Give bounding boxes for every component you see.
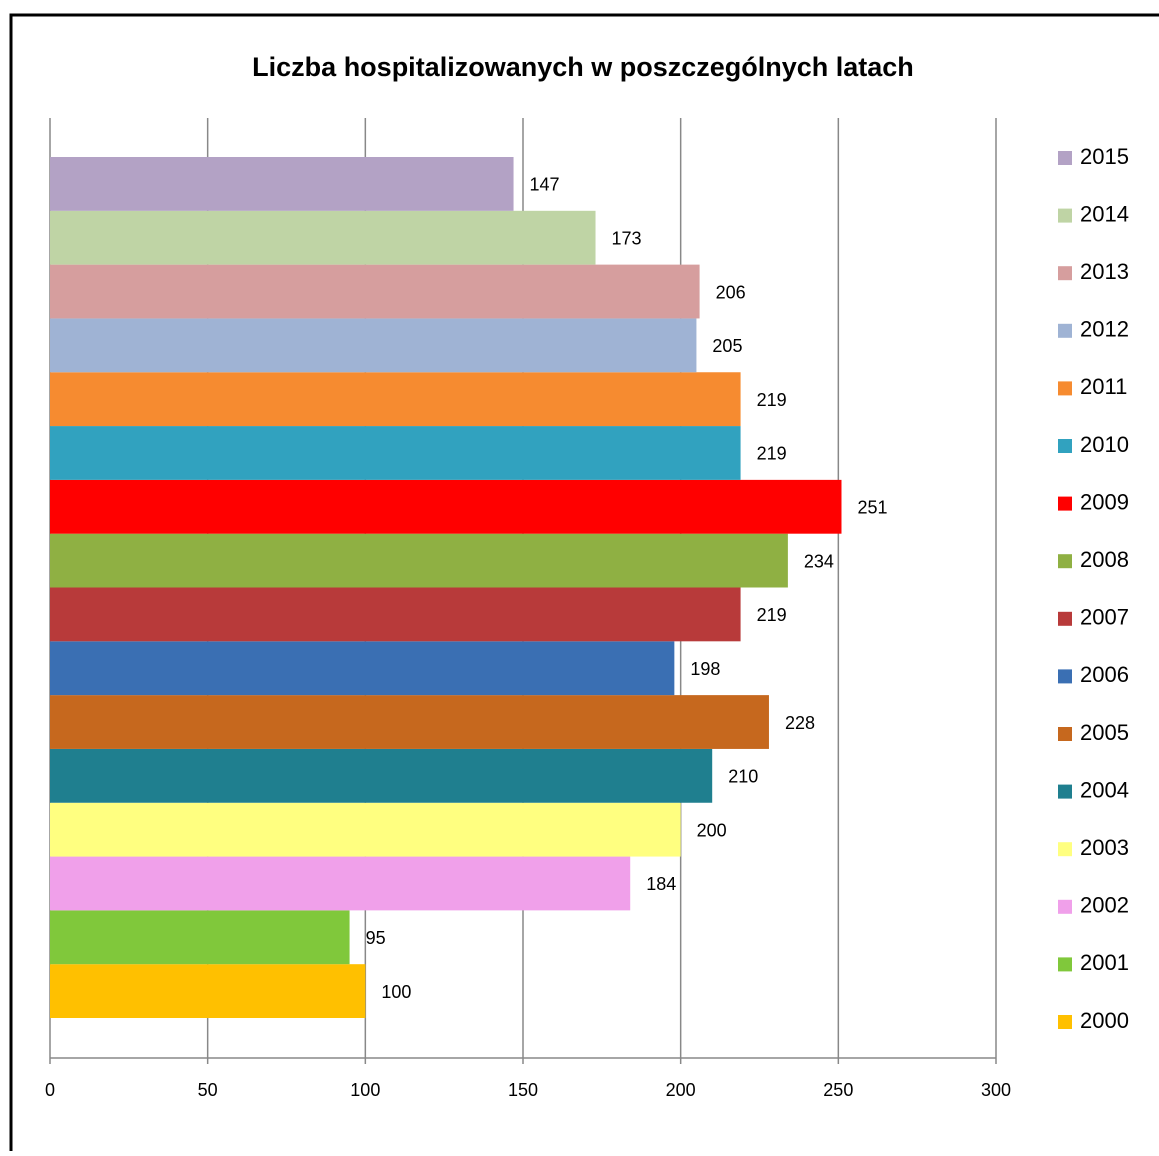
bar	[50, 695, 769, 749]
legend-label: 2013	[1080, 259, 1129, 284]
data-label: 219	[757, 605, 787, 625]
legend-swatch	[1058, 669, 1072, 684]
data-label: 219	[757, 390, 787, 410]
data-label: 210	[728, 767, 758, 787]
x-tick-label: 300	[981, 1080, 1011, 1100]
bar	[50, 856, 631, 911]
data-label: 234	[804, 551, 834, 571]
bar	[50, 910, 350, 965]
legend-label: 2005	[1080, 720, 1129, 745]
legend-label: 2010	[1080, 432, 1129, 457]
data-label: 251	[857, 498, 887, 518]
data-label: 206	[716, 282, 746, 302]
bar	[50, 641, 675, 696]
chart-title: Liczba hospitalizowanych w poszczególnyc…	[252, 52, 914, 82]
bar	[50, 802, 681, 857]
x-tick-label: 100	[350, 1080, 380, 1100]
bar	[50, 157, 514, 211]
data-label: 228	[785, 713, 815, 733]
bar	[50, 587, 741, 642]
legend-swatch	[1058, 151, 1072, 165]
bar	[50, 479, 842, 534]
x-tick-label: 250	[823, 1080, 853, 1100]
legend-swatch	[1058, 899, 1072, 914]
data-label: 198	[690, 659, 720, 679]
legend-swatch	[1058, 727, 1072, 741]
legend-swatch	[1058, 439, 1072, 453]
legend-swatch	[1058, 784, 1072, 799]
data-label: 95	[366, 928, 386, 948]
bar	[50, 426, 741, 480]
legend-label: 2009	[1080, 489, 1129, 514]
legend-label: 2000	[1080, 1008, 1129, 1033]
legend-swatch	[1058, 496, 1072, 511]
data-label: 200	[697, 820, 727, 840]
legend-swatch	[1058, 381, 1072, 396]
legend-swatch	[1058, 554, 1072, 569]
data-label: 173	[612, 228, 642, 248]
legend-label: 2014	[1080, 201, 1129, 226]
legend-swatch	[1058, 842, 1072, 857]
legend-swatch	[1058, 957, 1072, 972]
x-tick-label: 0	[45, 1080, 55, 1100]
data-label: 205	[712, 336, 742, 356]
bar	[50, 318, 697, 373]
legend-label: 2011	[1080, 374, 1127, 399]
legend-label: 2015	[1080, 144, 1129, 169]
legend-label: 2001	[1080, 950, 1129, 975]
data-label: 147	[530, 175, 560, 195]
legend-label: 2003	[1080, 835, 1129, 860]
legend-label: 2008	[1080, 547, 1129, 572]
x-tick-label: 150	[508, 1080, 538, 1100]
legend-swatch	[1058, 266, 1072, 281]
bar	[50, 533, 788, 588]
legend-swatch	[1058, 1015, 1072, 1029]
legend-label: 2007	[1080, 605, 1129, 630]
legend-label: 2012	[1080, 317, 1129, 342]
x-tick-label: 50	[198, 1080, 218, 1100]
x-tick-label: 200	[666, 1080, 696, 1100]
bar	[50, 748, 713, 803]
legend-label: 2002	[1080, 893, 1129, 918]
legend-swatch	[1058, 208, 1072, 223]
data-label: 219	[757, 444, 787, 464]
bar	[50, 264, 700, 319]
bar	[50, 964, 366, 1018]
legend-swatch	[1058, 323, 1072, 338]
legend-swatch	[1058, 611, 1072, 626]
legend-label: 2004	[1080, 777, 1129, 802]
data-label: 100	[381, 982, 411, 1002]
bar	[50, 372, 741, 427]
data-label: 184	[646, 874, 676, 894]
legend-label: 2006	[1080, 662, 1129, 687]
bar	[50, 210, 596, 265]
